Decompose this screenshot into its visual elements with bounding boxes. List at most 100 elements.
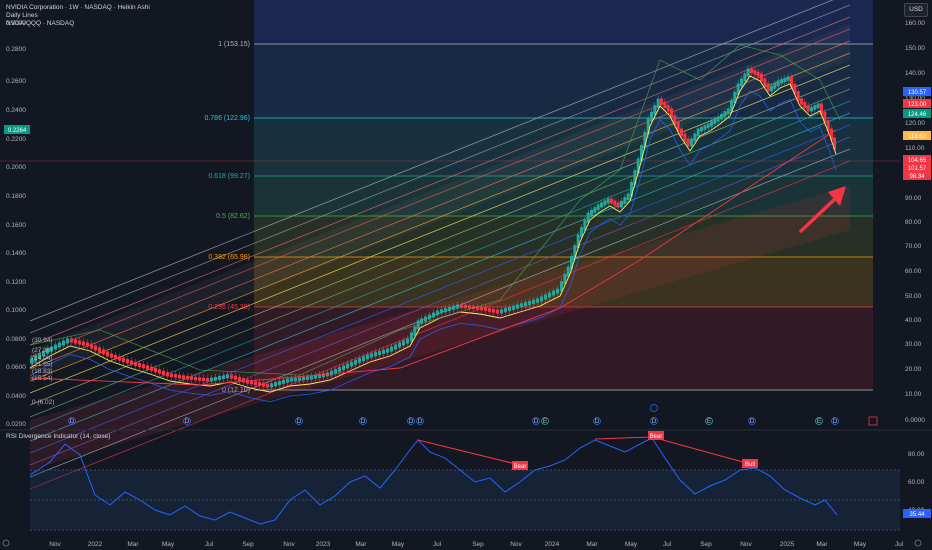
earnings-marker[interactable] — [868, 416, 878, 426]
candle — [298, 377, 301, 381]
left-fib-label: (30.94) — [32, 337, 53, 344]
candle — [488, 308, 491, 312]
candle — [218, 376, 221, 380]
candle — [78, 340, 81, 345]
candle — [786, 76, 790, 81]
candle — [444, 308, 447, 313]
candle — [596, 204, 600, 211]
candle — [633, 170, 637, 185]
candle — [746, 68, 750, 77]
rsi-legend[interactable]: RSI Divergence Indicator (14, close) — [6, 433, 111, 440]
event-marker[interactable] — [68, 417, 76, 425]
event-marker[interactable] — [748, 417, 756, 425]
gear-icon[interactable] — [914, 539, 922, 547]
event-marker[interactable] — [593, 417, 601, 425]
candle — [563, 273, 567, 285]
candle — [544, 294, 547, 300]
event-marker[interactable] — [650, 417, 658, 425]
candle — [820, 103, 823, 115]
event-marker-label: E — [817, 418, 822, 425]
candle — [823, 111, 827, 124]
candle — [90, 343, 93, 349]
candle — [753, 70, 757, 75]
candle — [680, 128, 683, 137]
candle — [174, 374, 177, 378]
candle — [626, 193, 630, 201]
right-axis-label: 130.00 — [905, 95, 925, 102]
candle — [616, 202, 620, 208]
right-axis-label: 0.0000 — [905, 417, 925, 424]
candle — [82, 341, 85, 346]
candle — [42, 350, 45, 357]
right-axis-label: 90.00 — [905, 195, 922, 202]
candle — [238, 376, 241, 382]
price-tag-text: 113.62 — [908, 134, 927, 140]
rsi-axis-label: 80.00 — [908, 451, 925, 458]
price-tag — [903, 87, 931, 96]
candle — [318, 374, 321, 378]
event-marker[interactable] — [705, 417, 713, 425]
fib-zone — [254, 44, 873, 118]
left-fib-label: 0 (6.02) — [32, 399, 54, 406]
divergence-tag-text: Bear — [650, 434, 663, 440]
right-axis-label: 30.00 — [905, 341, 922, 348]
candle — [182, 375, 185, 379]
fib-zone — [254, 118, 873, 176]
event-marker[interactable] — [416, 417, 424, 425]
candle — [740, 78, 743, 87]
time-axis-label: Mar — [816, 541, 828, 548]
left-axis-label: 0.0400 — [6, 393, 26, 400]
candle — [524, 302, 527, 307]
right-axis-label: 160.00 — [905, 20, 925, 27]
candle — [673, 115, 677, 125]
candle — [230, 374, 233, 379]
candle — [374, 352, 377, 357]
fib-zone — [254, 307, 873, 390]
event-marker[interactable] — [650, 404, 658, 412]
candle — [420, 318, 423, 324]
divergence-tag-text: Bear — [514, 464, 527, 470]
candle — [310, 375, 313, 380]
candle — [630, 181, 633, 197]
candle — [428, 314, 431, 320]
candle — [556, 288, 559, 294]
candle — [58, 342, 61, 348]
candle — [74, 339, 77, 344]
candle — [362, 356, 365, 362]
price-tag — [903, 155, 931, 164]
candle — [306, 376, 309, 380]
time-axis-label: Nov — [510, 541, 522, 548]
candle — [122, 357, 125, 363]
candle — [416, 320, 420, 330]
logo-icon[interactable] — [2, 539, 10, 547]
left-fib-label: (21.65) — [32, 361, 53, 368]
candle — [484, 307, 487, 312]
candle — [548, 292, 551, 298]
event-marker[interactable] — [532, 417, 540, 425]
event-marker[interactable] — [407, 417, 415, 425]
left-axis-label: 0.1800 — [6, 193, 26, 200]
event-marker[interactable] — [815, 417, 823, 425]
left-fib-label: (27.36) — [32, 347, 53, 354]
event-marker[interactable] — [295, 417, 303, 425]
event-marker[interactable] — [541, 417, 549, 425]
candle — [766, 83, 770, 92]
event-marker[interactable] — [183, 417, 191, 425]
left-axis-label: 0.2400 — [6, 107, 26, 114]
event-marker[interactable] — [359, 417, 367, 425]
candle — [394, 344, 397, 350]
candle — [492, 308, 495, 313]
event-marker[interactable] — [831, 417, 839, 425]
symbol-title[interactable]: NVIDIA Corporation · 1W · NASDAQ · Heiki… — [6, 4, 150, 11]
candle — [706, 123, 710, 129]
candle — [653, 105, 657, 115]
candle — [726, 108, 730, 115]
candle — [86, 342, 89, 347]
currency-button[interactable]: USD — [904, 3, 928, 17]
divergence-line — [651, 436, 751, 465]
time-axis-label: Sep — [700, 541, 712, 548]
candle — [358, 358, 361, 363]
candle — [234, 375, 237, 380]
